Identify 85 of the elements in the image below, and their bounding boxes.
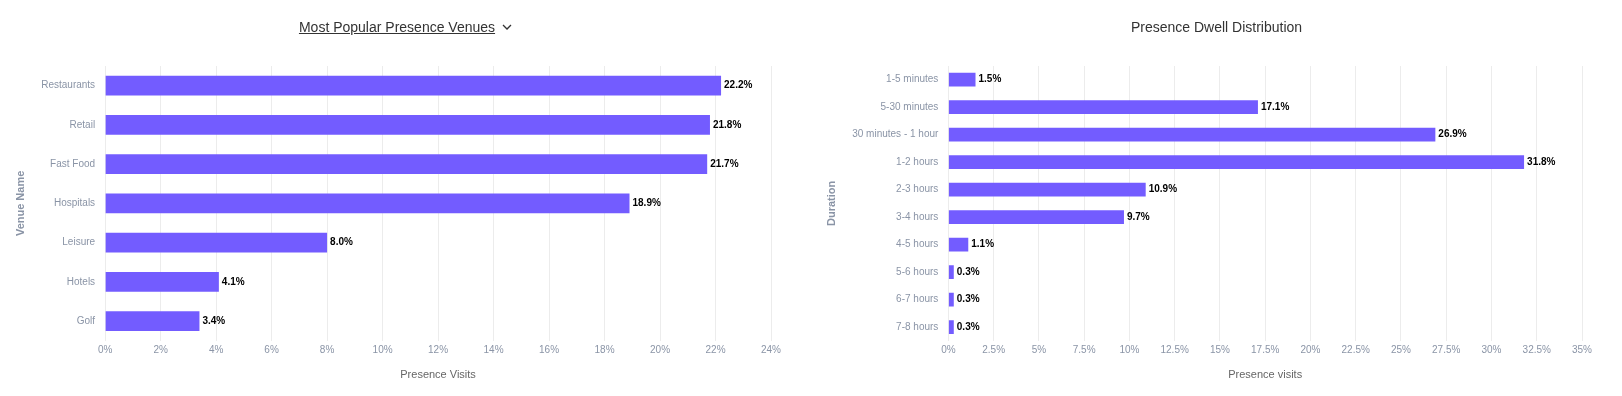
bar	[948, 155, 1525, 170]
chart-title: Presence Dwell Distribution	[1130, 19, 1303, 35]
y-tick-label: 3-4 hours	[896, 210, 939, 222]
x-tick-label: 6%	[264, 343, 279, 355]
data-label: 18.9%	[632, 197, 661, 209]
data-label: 22.2%	[724, 79, 753, 91]
y-tick-label: 4-5 hours	[896, 238, 939, 250]
x-tick-label: 22.5%	[1341, 343, 1370, 355]
x-tick-label: 4%	[208, 343, 224, 355]
x-tick-label: 7.5%	[1072, 343, 1096, 355]
x-tick-label: 0%	[941, 343, 956, 355]
y-tick-label: 1-2 hours	[896, 155, 939, 167]
x-tick-label: 2.5%	[982, 343, 1006, 355]
x-axis-title: Presence Visits	[400, 368, 477, 381]
data-label: 21.8%	[712, 118, 742, 130]
y-tick-label: Leisure	[62, 236, 96, 248]
data-label: 9.7%	[1126, 210, 1150, 222]
bar	[105, 311, 200, 331]
data-label: 17.1%	[1260, 100, 1290, 112]
x-tick-label: 35%	[1571, 343, 1593, 355]
bar	[948, 127, 1436, 142]
data-label: 21.7%	[710, 157, 739, 169]
x-tick-label: 20%	[1300, 343, 1321, 355]
y-tick-label: 5-6 hours	[896, 265, 939, 277]
y-tick-label: Golf	[76, 314, 96, 326]
x-tick-label: 24%	[760, 343, 782, 355]
x-tick-label: 16%	[539, 343, 560, 355]
bar	[105, 154, 708, 174]
data-label: 31.8%	[1527, 155, 1556, 167]
x-tick-label: 0%	[97, 343, 113, 355]
x-tick-label: 32.5%	[1522, 343, 1552, 355]
x-tick-label: 30%	[1481, 343, 1502, 355]
x-tick-label: 10%	[1119, 343, 1140, 355]
bar	[105, 75, 722, 96]
bar	[948, 210, 1124, 225]
y-tick-label: Fast Food	[50, 157, 96, 169]
x-tick-label: 8%	[319, 343, 335, 355]
x-tick-label: 15%	[1209, 343, 1231, 355]
data-label: 3.4%	[202, 314, 226, 326]
x-tick-label: 27.5%	[1432, 343, 1461, 355]
bar	[105, 232, 328, 253]
y-tick-label: Hotels	[66, 275, 96, 287]
y-tick-label: 1-5 minutes	[886, 73, 939, 85]
bar	[948, 100, 1258, 115]
x-tick-label: 18%	[594, 343, 615, 355]
x-tick-label: 14%	[483, 343, 504, 355]
data-label: 4.1%	[221, 275, 245, 287]
x-axis-title: Presence visits	[1228, 368, 1303, 381]
data-label: 1.5%	[978, 73, 1002, 85]
bar	[948, 72, 976, 87]
x-tick-label: 17.5%	[1251, 343, 1280, 355]
y-tick-label: Retail	[69, 118, 96, 130]
bar	[948, 265, 954, 279]
y-axis-title: Duration	[824, 180, 837, 227]
bar	[948, 237, 969, 252]
data-label: 0.3%	[956, 293, 980, 305]
x-tick-label: 22%	[705, 343, 726, 355]
data-label: 10.9%	[1148, 183, 1178, 195]
x-tick-label: 5%	[1031, 343, 1047, 355]
bar	[948, 292, 954, 307]
data-label: 26.9%	[1438, 128, 1467, 140]
x-tick-label: 2%	[153, 343, 168, 355]
y-tick-label: 2-3 hours	[896, 183, 939, 195]
y-tick-label: 7-8 hours	[896, 320, 939, 332]
bar	[105, 272, 219, 292]
x-tick-label: 12%	[428, 343, 449, 355]
data-label: 0.3%	[956, 265, 980, 277]
x-tick-label: 12.5%	[1160, 343, 1189, 355]
bar	[105, 193, 630, 214]
chart-title: Most Popular Presence Venues	[298, 19, 496, 35]
data-label: 8.0%	[330, 236, 353, 248]
bar	[948, 320, 954, 334]
y-tick-label: Hospitals	[53, 197, 96, 209]
x-tick-label: 10%	[372, 343, 393, 355]
data-label: 0.3%	[956, 320, 980, 332]
x-tick-label: 25%	[1390, 343, 1412, 355]
bar	[105, 115, 710, 135]
y-tick-label: 5-30 minutes	[880, 100, 939, 112]
y-tick-label: 6-7 hours	[896, 293, 939, 305]
data-label: 1.1%	[971, 238, 995, 250]
x-tick-label: 20%	[650, 343, 671, 355]
y-axis-title: Venue Name	[13, 170, 26, 237]
y-tick-label: 30 minutes - 1 hour	[852, 128, 940, 140]
y-tick-label: Restaurants	[41, 79, 96, 91]
bar	[948, 182, 1146, 197]
